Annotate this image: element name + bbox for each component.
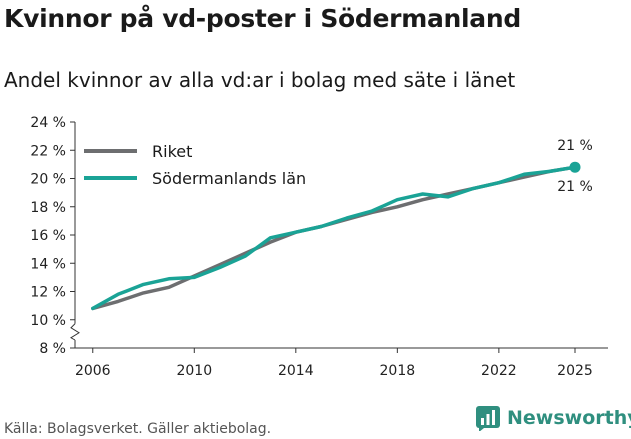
series-line-riket <box>91 165 577 311</box>
brand-name: Newsworthy <box>507 407 631 429</box>
brand-logo: Newsworthy <box>475 405 631 431</box>
chart-title: Kvinnor på vd-poster i Södermanland <box>4 4 521 33</box>
legend-label-riket: Riket <box>152 142 192 161</box>
x-tick-label: 2010 <box>176 363 212 379</box>
x-tick-label: 2018 <box>380 363 416 379</box>
y-tick-label: 24 % <box>30 115 66 131</box>
y-tick-label: 8 % <box>39 341 66 357</box>
chart-subtitle: Andel kvinnor av alla vd:ar i bolag med … <box>4 68 516 92</box>
series-line-lan <box>91 165 577 311</box>
y-tick-label: 18 % <box>30 200 66 216</box>
bar-chart-icon <box>476 406 500 431</box>
end-label-riket: 21 % <box>557 138 593 154</box>
x-tick-label: 2025 <box>557 363 593 379</box>
x-tick-label: 2014 <box>278 363 314 379</box>
axis-break-mark <box>70 323 80 341</box>
y-tick-label: 14 % <box>30 256 66 272</box>
y-tick-label: 16 % <box>30 228 66 244</box>
legend-label-lan: Södermanlands län <box>152 169 306 188</box>
y-tick-label: 20 % <box>30 172 66 188</box>
y-tick-label: 10 % <box>30 313 66 329</box>
source-note: Källa: Bolagsverket. Gäller aktiebolag. <box>4 421 272 437</box>
x-tick-label: 2006 <box>75 363 111 379</box>
end-point-marker <box>569 161 581 173</box>
end-label-lan: 21 % <box>557 179 593 195</box>
y-tick-label: 22 % <box>30 143 66 159</box>
y-tick-label: 12 % <box>30 285 66 301</box>
x-tick-label: 2022 <box>481 363 517 379</box>
